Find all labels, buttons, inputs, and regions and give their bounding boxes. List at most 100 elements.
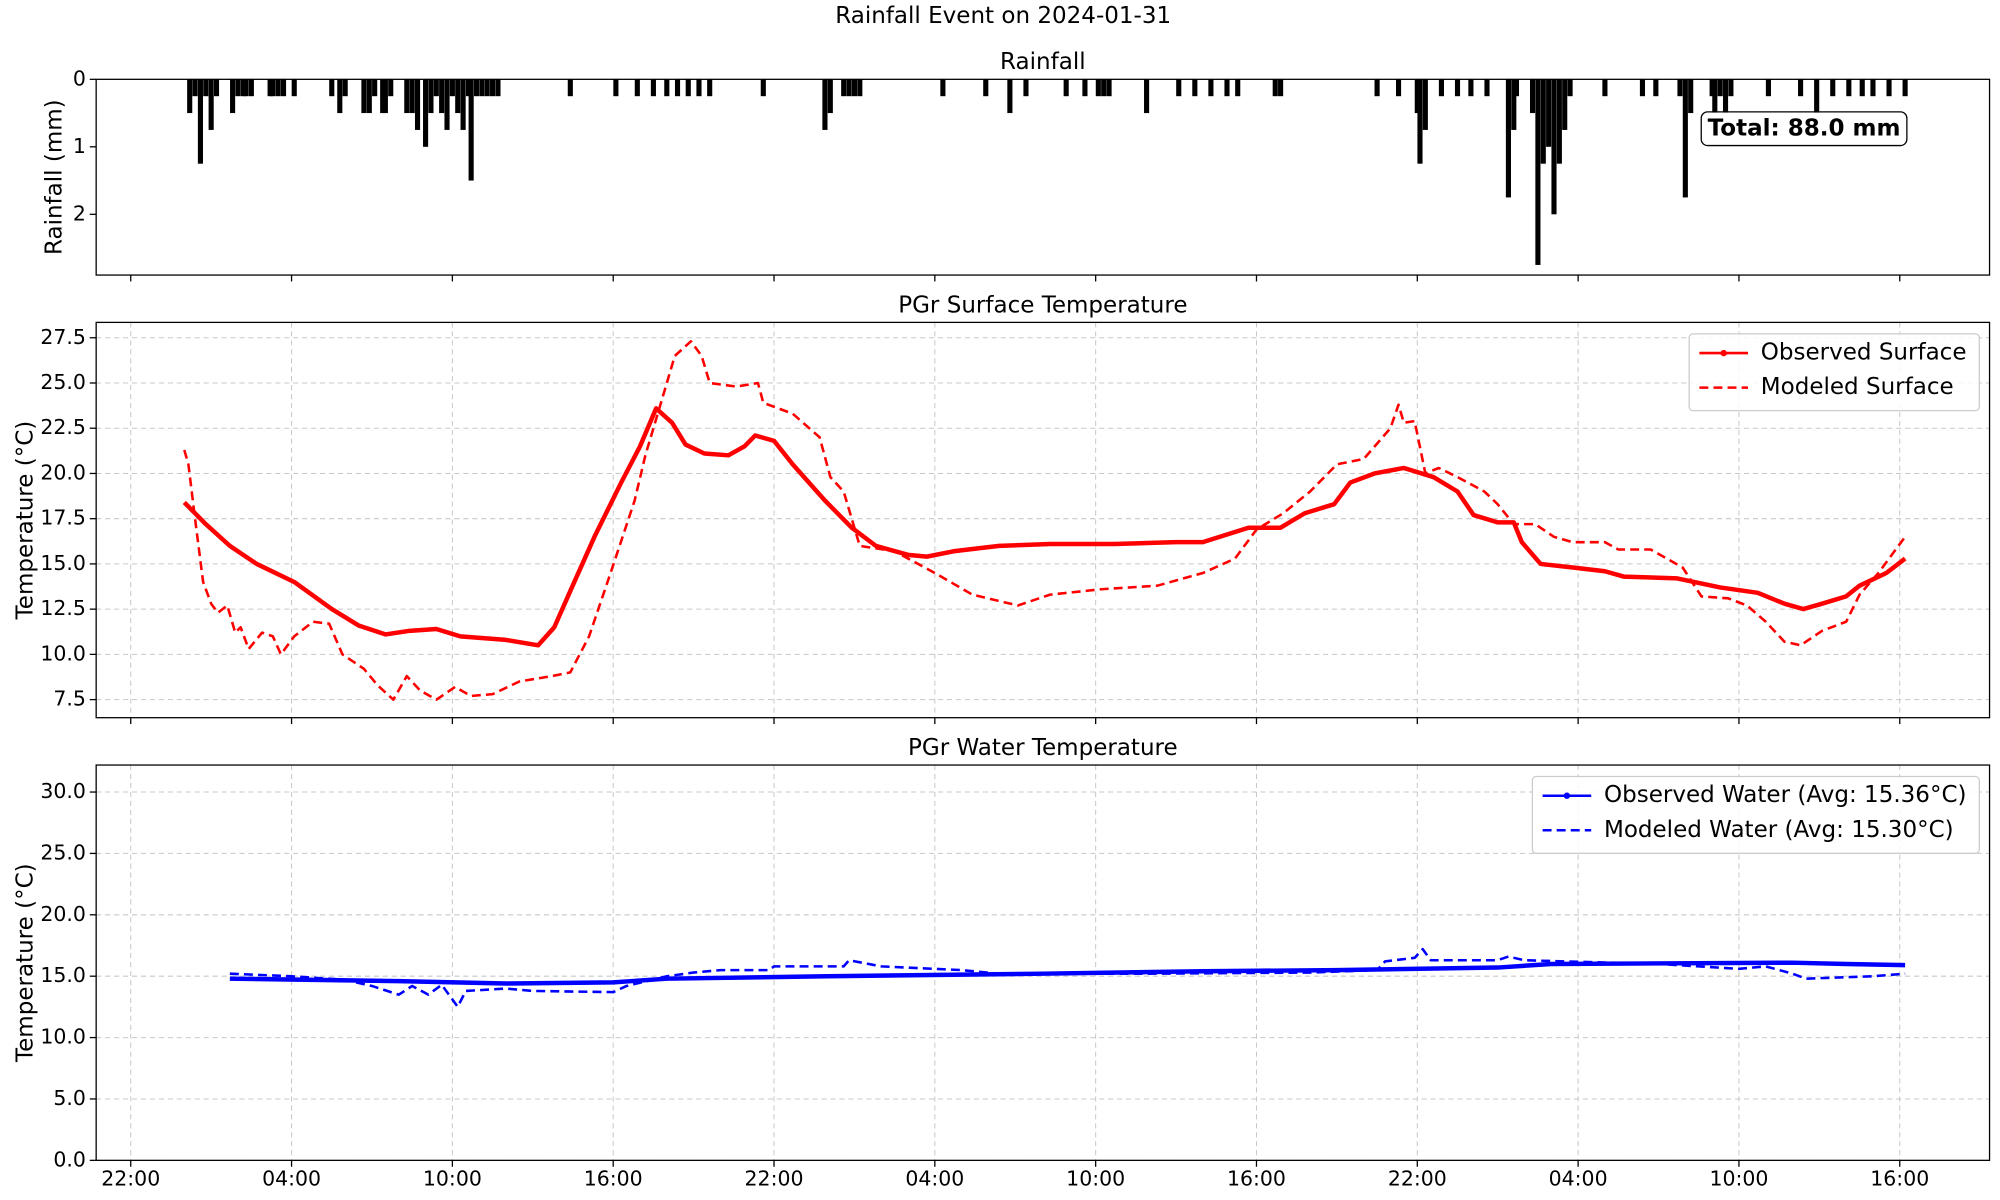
annotation: Total: 88.0 mm bbox=[1708, 116, 1901, 142]
bar bbox=[1870, 79, 1876, 97]
bar bbox=[366, 79, 372, 114]
y-tick-label: 7.5 bbox=[53, 687, 86, 711]
bar bbox=[1540, 79, 1546, 164]
bar bbox=[851, 79, 857, 97]
bar bbox=[270, 79, 276, 97]
bar bbox=[1556, 79, 1562, 164]
bar bbox=[342, 79, 348, 97]
bar bbox=[1144, 79, 1150, 114]
bar bbox=[275, 79, 281, 97]
bar bbox=[187, 79, 193, 114]
legend-marker bbox=[1720, 349, 1727, 357]
bar bbox=[1007, 79, 1013, 114]
bar bbox=[1484, 79, 1490, 97]
bar bbox=[857, 79, 863, 97]
bar bbox=[423, 79, 429, 147]
data-line bbox=[183, 340, 1907, 701]
bar bbox=[1688, 79, 1694, 114]
bar bbox=[1529, 79, 1536, 114]
legend-label: Observed Water (Avg: 15.36°C) bbox=[1604, 782, 1967, 808]
plot-frame bbox=[95, 321, 1991, 719]
y-tick-label: 0.0 bbox=[53, 1147, 86, 1171]
bar bbox=[380, 79, 386, 114]
bar bbox=[1902, 79, 1908, 97]
bar bbox=[1422, 79, 1428, 130]
y-axis-label: Temperature (°C) bbox=[12, 421, 38, 621]
bar bbox=[1712, 79, 1718, 114]
bar bbox=[1567, 79, 1573, 97]
annotation-box bbox=[1700, 111, 1908, 147]
bar bbox=[1551, 79, 1557, 215]
bar bbox=[1765, 79, 1771, 97]
data-line bbox=[182, 406, 1907, 648]
y-tick-label: 20.0 bbox=[40, 460, 86, 484]
bar bbox=[1722, 79, 1729, 114]
bar bbox=[1192, 79, 1198, 97]
bar bbox=[495, 79, 501, 97]
bar bbox=[613, 79, 619, 97]
bar bbox=[1063, 79, 1069, 97]
x-tick-label: 10:00 bbox=[1709, 1167, 1768, 1191]
bar bbox=[479, 79, 485, 97]
bar bbox=[1798, 79, 1804, 97]
bar bbox=[382, 79, 388, 114]
y-tick-label: 0 bbox=[73, 66, 86, 90]
figure-title: Rainfall Event on 2024-01-31 bbox=[835, 3, 1171, 29]
legend-box bbox=[1688, 333, 1980, 412]
bar bbox=[1546, 79, 1552, 147]
bar bbox=[409, 79, 415, 114]
bar bbox=[484, 79, 490, 97]
bar bbox=[846, 79, 852, 97]
bar bbox=[760, 79, 766, 97]
bar bbox=[1511, 79, 1517, 130]
bar bbox=[490, 79, 496, 97]
bar bbox=[439, 79, 445, 114]
bar bbox=[203, 79, 209, 97]
bar bbox=[372, 79, 378, 97]
legend-label: Observed Surface bbox=[1761, 340, 1967, 366]
y-tick-label: 2 bbox=[73, 201, 86, 225]
bar bbox=[208, 79, 214, 130]
y-tick-label: 10.0 bbox=[40, 641, 86, 665]
y-tick-label: 15.0 bbox=[40, 551, 86, 575]
bar bbox=[240, 79, 246, 97]
bar bbox=[1677, 79, 1683, 97]
bar bbox=[1454, 79, 1461, 97]
bar bbox=[1417, 79, 1423, 164]
legend-label: Modeled Water (Avg: 15.30°C) bbox=[1604, 817, 1954, 843]
bar bbox=[267, 79, 273, 97]
bar bbox=[468, 79, 474, 181]
bar bbox=[404, 79, 410, 114]
bar bbox=[280, 79, 287, 97]
bar bbox=[1208, 79, 1214, 97]
bar bbox=[827, 79, 833, 114]
bar bbox=[1814, 79, 1820, 114]
bar bbox=[1082, 79, 1088, 97]
bar bbox=[1505, 79, 1511, 198]
x-tick-label: 04:00 bbox=[905, 1167, 964, 1191]
bar bbox=[1414, 79, 1420, 114]
bar bbox=[1101, 79, 1107, 97]
bar bbox=[449, 79, 455, 97]
y-tick-label: 5.0 bbox=[53, 1086, 86, 1110]
bar bbox=[1639, 79, 1646, 97]
legend: Observed Surface Modeled Surface bbox=[1688, 333, 1980, 412]
bar bbox=[1709, 79, 1715, 97]
bar bbox=[567, 79, 573, 97]
bar bbox=[428, 79, 434, 114]
legend: Observed Water (Avg: 15.36°C) Modeled Wat… bbox=[1531, 775, 1980, 854]
bar bbox=[465, 79, 472, 97]
bar bbox=[460, 79, 466, 130]
y-axis-label: Temperature (°C) bbox=[12, 863, 38, 1063]
bar bbox=[1272, 79, 1278, 97]
bar bbox=[444, 79, 450, 130]
x-tick-label: 10:00 bbox=[423, 1167, 482, 1191]
bar bbox=[650, 79, 656, 97]
bar bbox=[248, 79, 254, 97]
x-tick-label: 04:00 bbox=[1549, 1167, 1608, 1191]
bar bbox=[983, 79, 989, 97]
bar bbox=[940, 79, 946, 97]
x-tick-label: 16:00 bbox=[1870, 1167, 1929, 1191]
data-line bbox=[229, 947, 1906, 1009]
bar bbox=[455, 79, 461, 114]
